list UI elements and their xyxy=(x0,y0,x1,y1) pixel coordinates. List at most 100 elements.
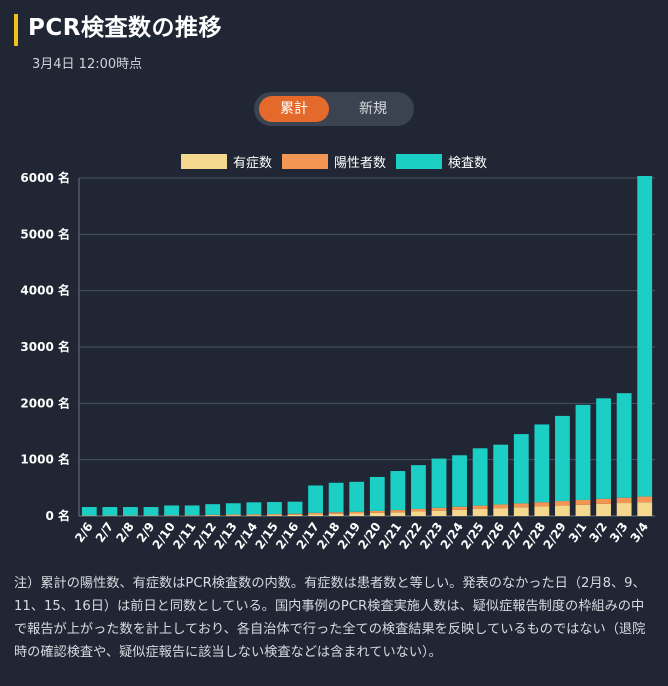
bar-segment-symptomatic[interactable] xyxy=(452,509,467,516)
bar-segment-symptomatic[interactable] xyxy=(328,513,344,516)
chart-legend: 有症数 陽性者数 検査数 xyxy=(0,152,668,171)
bar-segment-positive[interactable] xyxy=(555,501,570,506)
bar-segment-positive[interactable] xyxy=(513,503,529,508)
legend-swatch-tests xyxy=(396,154,442,169)
y-tick-label: 0 名 xyxy=(45,508,70,523)
bar-segment-tests[interactable] xyxy=(555,415,570,502)
bar-segment-tests[interactable] xyxy=(123,507,138,516)
bar-segment-symptomatic[interactable] xyxy=(390,512,406,516)
bar-segment-tests[interactable] xyxy=(143,507,159,516)
bar-segment-tests[interactable] xyxy=(616,393,632,498)
bar-segment-symptomatic[interactable] xyxy=(616,503,632,516)
bar-segment-symptomatic[interactable] xyxy=(205,515,221,516)
y-tick-label: 5000 名 xyxy=(20,226,70,241)
x-tick-label: 2/29 xyxy=(541,520,569,552)
bar-segment-tests[interactable] xyxy=(287,501,303,514)
bar-segment-positive[interactable] xyxy=(596,498,611,504)
legend-label-tests: 検査数 xyxy=(448,156,488,171)
bar-segment-symptomatic[interactable] xyxy=(472,508,488,516)
bar-segment-positive[interactable] xyxy=(349,511,365,514)
legend-item-tests[interactable]: 検査数 xyxy=(396,152,487,171)
bar-segment-tests[interactable] xyxy=(81,507,97,516)
bar-segment-tests[interactable] xyxy=(246,502,262,515)
bar-segment-symptomatic[interactable] xyxy=(225,515,241,516)
legend-label-symptomatic: 有症数 xyxy=(232,156,272,171)
pcr-bar-chart: 0 名 1000 名 2000 名 3000 名 4000 名 5000 名 6000 名 2… xyxy=(20,170,655,552)
bar-segment-positive[interactable] xyxy=(637,496,653,503)
bar-segment-symptomatic[interactable] xyxy=(575,504,591,516)
bar-segment-symptomatic[interactable] xyxy=(287,514,303,516)
bar-segment-positive[interactable] xyxy=(616,497,632,504)
bar-segment-tests[interactable] xyxy=(513,434,529,504)
bar-segment-positive[interactable] xyxy=(225,514,241,516)
bar-segment-positive[interactable] xyxy=(287,513,303,515)
bar-segment-positive[interactable] xyxy=(493,504,509,509)
bar-segment-tests[interactable] xyxy=(596,398,611,499)
legend-item-positive[interactable]: 陽性者数 xyxy=(281,152,386,171)
cumulative-new-toggle[interactable]: 累計 新規 xyxy=(254,92,414,126)
bar-segment-symptomatic[interactable] xyxy=(637,502,653,516)
bar-segment-tests[interactable] xyxy=(493,444,509,505)
bar-segment-symptomatic[interactable] xyxy=(349,513,365,516)
y-tick-label: 6000 名 xyxy=(20,170,70,185)
legend-swatch-positive xyxy=(281,154,328,169)
bar-segment-symptomatic[interactable] xyxy=(369,512,385,516)
bar-segment-positive[interactable] xyxy=(452,506,467,510)
bar-segment-positive[interactable] xyxy=(246,514,262,516)
y-tick-label: 2000 名 xyxy=(20,395,70,410)
bar-segment-positive[interactable] xyxy=(431,507,447,511)
bar-segment-positive[interactable] xyxy=(308,512,323,515)
toggle-new-option[interactable]: 新規 xyxy=(359,101,387,117)
bar-segment-tests[interactable] xyxy=(184,505,200,516)
bar-segment-symptomatic[interactable] xyxy=(308,514,323,516)
bar-segment-tests[interactable] xyxy=(205,504,221,515)
bar-segment-tests[interactable] xyxy=(225,503,241,515)
bar-segment-tests[interactable] xyxy=(267,502,282,515)
bar-segment-tests[interactable] xyxy=(411,465,426,509)
bar-segment-symptomatic[interactable] xyxy=(246,515,262,516)
bar-segment-positive[interactable] xyxy=(575,499,591,505)
bar-segment-symptomatic[interactable] xyxy=(267,515,282,516)
bar-segment-tests[interactable] xyxy=(164,505,179,516)
toggle-cumulative-option[interactable]: 累計 xyxy=(259,96,329,122)
legend-label-positive: 陽性者数 xyxy=(333,156,386,171)
bar-segment-tests[interactable] xyxy=(472,448,488,506)
x-tick-label: 2/8 xyxy=(113,520,137,545)
footnote: 注）累計の陽性数、有症数はPCR検査数の内数。有症数は患者数と等しい。発表のなか… xyxy=(14,576,646,660)
bar-segment-positive[interactable] xyxy=(369,510,385,513)
x-tick-label: 3/2 xyxy=(586,520,610,545)
bar-segment-symptomatic[interactable] xyxy=(411,511,426,516)
bar-segment-tests[interactable] xyxy=(390,471,406,511)
legend-item-symptomatic[interactable]: 有症数 xyxy=(180,152,272,171)
bar-segment-symptomatic[interactable] xyxy=(431,510,447,516)
title-accent-bar xyxy=(14,14,18,46)
bar-segment-positive[interactable] xyxy=(411,508,426,512)
bar-segment-tests[interactable] xyxy=(452,455,467,507)
bar-segment-tests[interactable] xyxy=(102,507,118,516)
x-tick-label: 2/6 xyxy=(72,520,96,545)
bar-segment-symptomatic[interactable] xyxy=(493,508,509,516)
x-tick-label: 3/3 xyxy=(607,520,631,545)
bar-segment-positive[interactable] xyxy=(205,514,221,516)
bar-segment-tests[interactable] xyxy=(369,476,385,511)
bar-segment-tests[interactable] xyxy=(349,481,365,512)
y-tick-label: 4000 名 xyxy=(20,283,70,298)
bar-segment-symptomatic[interactable] xyxy=(596,503,611,516)
x-tick-label: 2/7 xyxy=(93,520,117,545)
bar-segment-symptomatic[interactable] xyxy=(555,505,570,516)
bar-segment-symptomatic[interactable] xyxy=(513,507,529,516)
bar-segment-tests[interactable] xyxy=(308,485,323,513)
bar-segment-symptomatic[interactable] xyxy=(534,506,550,516)
bar-segment-positive[interactable] xyxy=(328,512,344,514)
bar-segment-positive[interactable] xyxy=(472,505,488,509)
timestamp: 3月4日 12:00時点 xyxy=(32,57,143,72)
bar-segment-positive[interactable] xyxy=(267,514,282,516)
bar-segment-positive[interactable] xyxy=(534,502,550,507)
bar-segment-tests[interactable] xyxy=(534,424,550,503)
bar-segment-tests[interactable] xyxy=(328,482,344,513)
bar-segment-tests[interactable] xyxy=(431,458,447,508)
bar-segment-tests[interactable] xyxy=(575,404,591,500)
x-tick-label: 3/4 xyxy=(628,520,652,545)
bar-segment-tests[interactable] xyxy=(637,176,653,497)
bar-segment-positive[interactable] xyxy=(390,510,406,513)
